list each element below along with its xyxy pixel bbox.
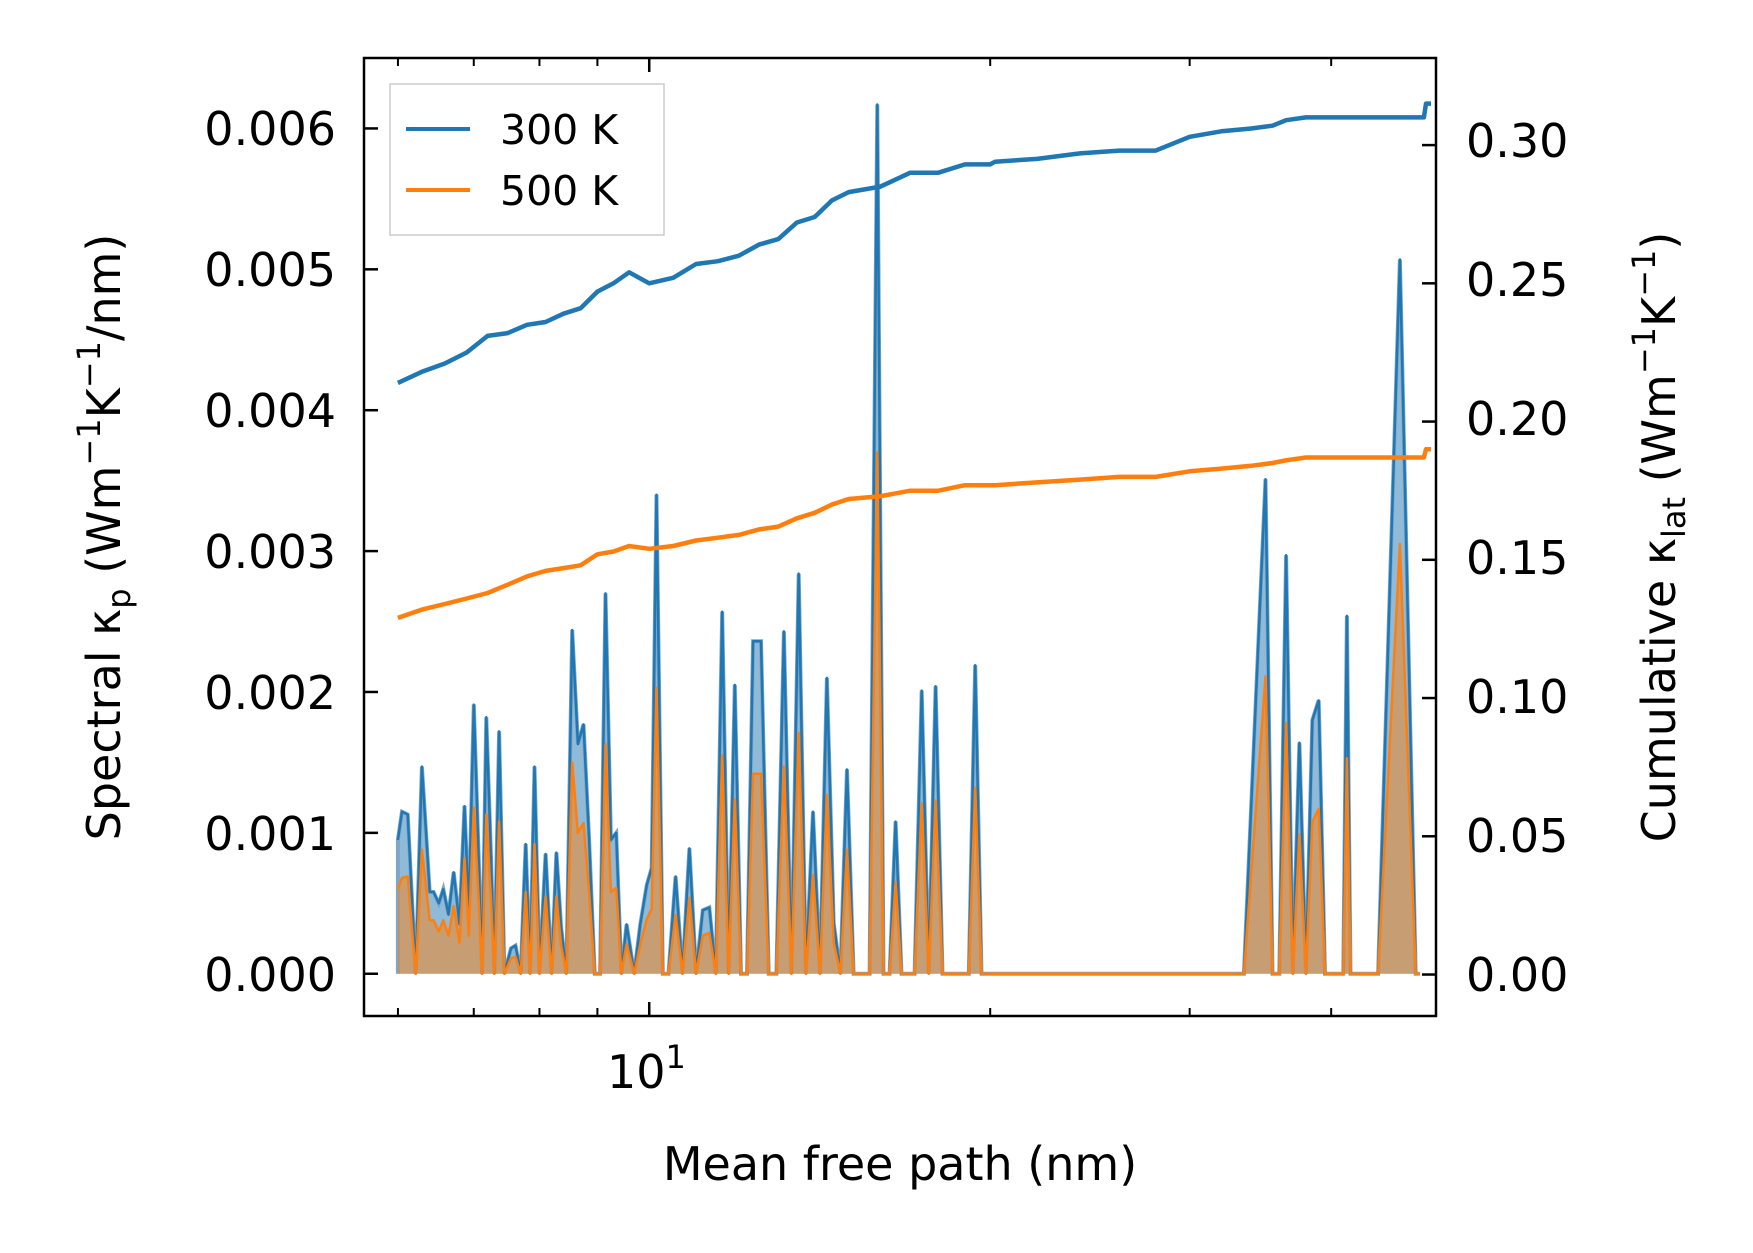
right-tick-label: 0.25 bbox=[1466, 253, 1568, 307]
spectral-lines bbox=[396, 103, 1420, 975]
right-tick-label: 0.10 bbox=[1466, 670, 1568, 724]
legend-box bbox=[389, 83, 665, 236]
legend-label-300k: 300 K bbox=[500, 106, 619, 154]
cumulative-line-500k bbox=[397, 446, 1431, 621]
x-axis-label: Mean free path (nm) bbox=[663, 1137, 1137, 1191]
left-tick-label: 0.005 bbox=[204, 243, 336, 297]
right-tick-label: 0.00 bbox=[1466, 948, 1568, 1002]
left-y-axis-label: Spectral κp (Wm−1K−1/nm) bbox=[70, 234, 138, 841]
spectral-line-500k bbox=[396, 451, 1420, 975]
left-tick-label: 0.003 bbox=[204, 525, 336, 579]
x-tick-exponent: 1 bbox=[666, 1038, 686, 1076]
left-tick-label: 0.002 bbox=[204, 666, 336, 720]
axis-ticks bbox=[364, 58, 1436, 1016]
left-tick-label: 0.001 bbox=[204, 807, 336, 861]
left-tick-label: 0.004 bbox=[204, 384, 336, 438]
right-tick-label: 0.15 bbox=[1466, 531, 1568, 585]
right-tick-labels: 0.00 0.05 0.10 0.15 0.20 0.25 0.30 bbox=[1466, 114, 1568, 1002]
right-tick-label: 0.30 bbox=[1466, 114, 1568, 168]
right-y-axis-label: Cumulative κlat (Wm−1K−1) bbox=[1625, 232, 1693, 843]
left-tick-label: 0.000 bbox=[204, 948, 336, 1002]
cumulative-lines bbox=[396, 101, 1431, 621]
left-tick-label: 0.006 bbox=[204, 102, 336, 156]
legend-label-500k: 500 K bbox=[500, 167, 619, 215]
x-tick-label-10: 101 bbox=[607, 1038, 686, 1099]
left-tick-labels: 0.000 0.001 0.002 0.003 0.004 0.005 0.00… bbox=[204, 102, 336, 1002]
right-tick-label: 0.20 bbox=[1466, 392, 1568, 446]
x-tick-base: 10 bbox=[607, 1045, 666, 1099]
cumulative-line-300k bbox=[396, 101, 1431, 385]
right-tick-label: 0.05 bbox=[1466, 809, 1568, 863]
plot-area bbox=[395, 101, 1431, 976]
legend: 300 K 500 K bbox=[389, 83, 665, 236]
plot-frame bbox=[362, 56, 1438, 1018]
